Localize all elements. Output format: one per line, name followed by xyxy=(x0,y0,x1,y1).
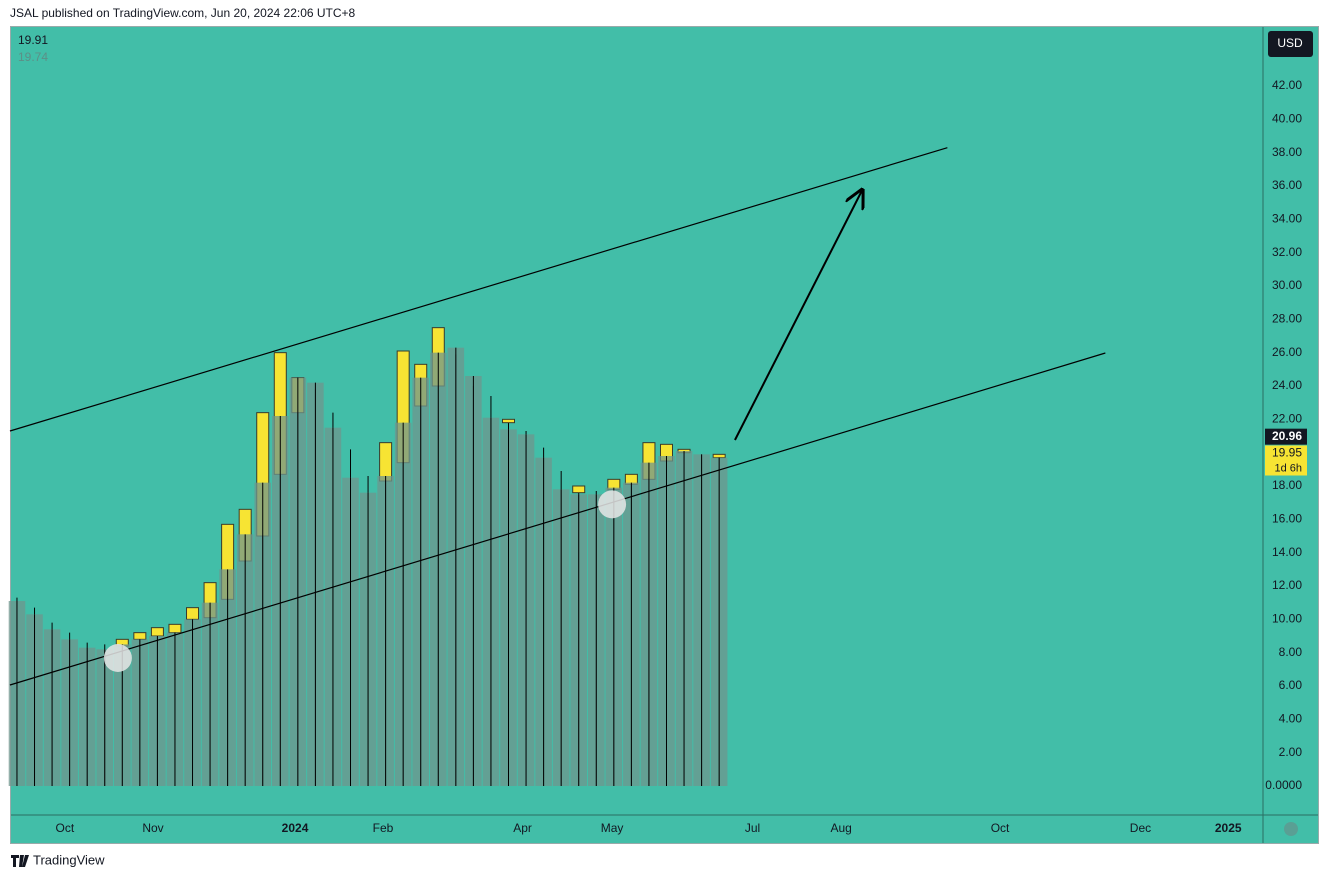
candle-body xyxy=(150,627,164,637)
candle-body xyxy=(133,632,147,640)
price-marker xyxy=(1265,428,1307,445)
byline: JSAL published on TradingView.com, Jun 2… xyxy=(10,6,356,20)
y-tick-label: 10.00 xyxy=(1272,612,1302,626)
currency-button[interactable] xyxy=(1268,31,1313,57)
price-marker-label: 19.95 xyxy=(1272,446,1302,460)
candle-body xyxy=(379,442,393,482)
x-tick-label: Apr xyxy=(513,821,532,835)
x-tick-label: Nov xyxy=(142,821,163,835)
price-marker-label: 20.96 xyxy=(1272,429,1302,443)
y-tick-label: 16.00 xyxy=(1272,512,1302,526)
countdown: 1d 6h xyxy=(1274,462,1302,474)
y-tick-label: 4.00 xyxy=(1279,712,1303,726)
trend-line xyxy=(9,147,948,432)
arrow xyxy=(734,190,862,441)
candle-body xyxy=(186,607,200,620)
brand: TradingView xyxy=(33,852,105,867)
x-tick-label: Feb xyxy=(373,821,394,835)
frame xyxy=(10,26,1319,844)
y-tick-label: 28.00 xyxy=(1272,312,1302,326)
y-tick-label: 34.00 xyxy=(1272,212,1302,226)
y-tick-label: 38.00 xyxy=(1272,145,1302,159)
highlight-circle xyxy=(598,490,627,519)
header-value: 19.74 xyxy=(18,50,48,64)
y-tick-label: 24.00 xyxy=(1272,378,1302,392)
trend-line xyxy=(9,352,1106,686)
price-marker xyxy=(1265,445,1307,476)
y-tick-label: 0.0000 xyxy=(1265,778,1302,792)
x-tick-label: Aug xyxy=(830,821,851,835)
currency-label[interactable]: USD xyxy=(1277,36,1303,50)
x-tick-label: May xyxy=(601,821,624,835)
time-axis xyxy=(11,815,1318,843)
candle-body xyxy=(572,485,586,494)
x-tick-label: Jul xyxy=(745,821,760,835)
y-tick-label: 32.00 xyxy=(1272,245,1302,259)
y-tick-label: 8.00 xyxy=(1279,645,1303,659)
y-tick-label: 18.00 xyxy=(1272,478,1302,492)
y-tick-label: 26.00 xyxy=(1272,345,1302,359)
y-tick-label: 40.00 xyxy=(1272,112,1302,126)
y-tick-label: 2.00 xyxy=(1279,745,1303,759)
y-tick-label: 6.00 xyxy=(1279,678,1303,692)
y-tick-label: 14.00 xyxy=(1272,545,1302,559)
x-tick-label: 2024 xyxy=(282,821,309,835)
x-tick-label: Oct xyxy=(991,821,1010,835)
logo-icon xyxy=(11,855,29,867)
candle-body xyxy=(712,453,726,459)
y-tick-label: 30.00 xyxy=(1272,278,1302,292)
header-value: 19.91 xyxy=(18,33,48,47)
x-tick-label: 2025 xyxy=(1215,821,1242,835)
x-tick-label: Oct xyxy=(56,821,75,835)
candle-body xyxy=(168,623,182,634)
candle-body xyxy=(501,418,515,424)
y-tick-label: 42.00 xyxy=(1272,78,1302,92)
price-axis xyxy=(1263,27,1318,815)
y-tick-label: 22.00 xyxy=(1272,412,1302,426)
settings-icon[interactable] xyxy=(1284,822,1298,836)
y-tick-label: 12.00 xyxy=(1272,578,1302,592)
highlight-circle xyxy=(103,644,132,672)
y-tick-label: 36.00 xyxy=(1272,178,1302,192)
x-tick-label: Dec xyxy=(1130,821,1151,835)
